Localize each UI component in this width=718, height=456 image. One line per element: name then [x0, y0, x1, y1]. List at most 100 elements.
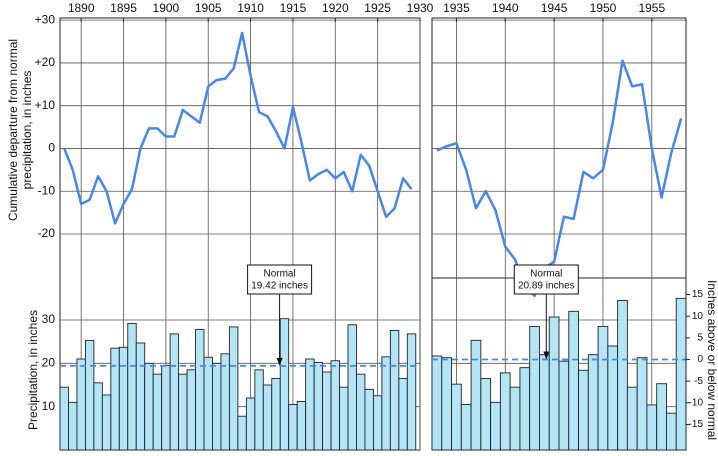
x-tick-label: 1950: [590, 1, 617, 15]
labels: 1890 1895 1900 1905 1910 1915 1920 1925 1930 +30 +…: [35, 1, 704, 430]
y-tick-label: +10: [35, 98, 56, 112]
y-tick-label: 20: [42, 356, 56, 370]
bar: [578, 369, 589, 451]
bar: [568, 310, 579, 451]
y-tick-label: -20: [38, 226, 56, 240]
bar: [646, 404, 658, 451]
y2-tick-label: 0: [697, 354, 703, 365]
y-axis-label: Cumulative departure from normal: [6, 39, 20, 221]
y-tick-label: +20: [35, 55, 56, 69]
x-tick-label: 1955: [638, 1, 665, 15]
bar: [169, 333, 180, 451]
y2-tick-label: -15: [689, 419, 704, 430]
bar: [539, 354, 550, 451]
x-tick-label: 1935: [443, 1, 470, 15]
y-tick-label: -10: [38, 183, 56, 197]
bar: [245, 397, 256, 451]
bar: [480, 378, 492, 451]
bar: [262, 384, 273, 451]
y-tick-label: 30: [42, 312, 56, 326]
bar: [68, 401, 78, 451]
bar: [322, 371, 332, 451]
bar: [509, 386, 521, 451]
bar: [666, 412, 677, 451]
bar: [470, 339, 482, 451]
arrow-head: [276, 357, 283, 366]
bar: [626, 386, 638, 451]
x-tick-label: 1900: [153, 1, 180, 15]
bar: [607, 345, 619, 451]
bar: [288, 404, 298, 451]
y-axis-label: precipitation, in inches: [20, 71, 34, 190]
bar: [617, 300, 628, 451]
annotation-box: [247, 264, 313, 295]
x-tick-label: 1920: [322, 1, 349, 15]
bar: [305, 358, 315, 451]
bar: [195, 329, 205, 451]
x-tick-label: 1925: [364, 1, 391, 15]
y2-tick-label: -5: [694, 376, 703, 387]
bar: [76, 358, 86, 451]
bar: [330, 360, 340, 451]
x-tick-label: 1910: [237, 1, 264, 15]
bar: [381, 356, 391, 451]
bar: [389, 329, 400, 451]
bar: [364, 388, 374, 451]
x-tick-label: 1930: [407, 1, 434, 15]
bar: [203, 356, 213, 451]
annotation-text: Normal: [263, 269, 295, 280]
bar: [587, 354, 599, 451]
bar: [499, 372, 511, 451]
line: [436, 59, 683, 298]
bar: [279, 318, 290, 451]
line: [63, 31, 413, 225]
bar: [228, 326, 239, 451]
bar: [93, 382, 103, 451]
bar: [460, 404, 472, 451]
bar: [101, 394, 112, 451]
bar: [220, 353, 230, 451]
bar: [237, 415, 247, 451]
bar: [271, 378, 281, 451]
bar: [110, 347, 120, 451]
annotation-text: Normal: [530, 269, 562, 280]
bar: [529, 326, 540, 451]
bar: [675, 297, 687, 451]
y-axis-label: Precipitation, in inches: [26, 310, 40, 430]
bar: [296, 401, 307, 451]
bar: [406, 333, 417, 451]
x-tick-label: 1905: [195, 1, 222, 15]
annotation-box: [513, 264, 579, 295]
bar: [441, 357, 452, 451]
y-tick-label: 0: [48, 141, 55, 155]
x-tick-label: 1915: [280, 1, 307, 15]
bar: [59, 386, 69, 451]
bar: [118, 346, 129, 451]
bar: [636, 357, 648, 451]
y2-tick-label: -10: [689, 397, 704, 408]
bar: [398, 378, 408, 451]
bar: [161, 365, 171, 451]
x-tick-label: 1890: [68, 1, 95, 15]
bar: [144, 362, 154, 451]
y2-tick-label: 5: [697, 332, 703, 343]
bar: [152, 373, 163, 451]
bar: [451, 383, 462, 451]
bar: [186, 369, 196, 451]
bar: [519, 367, 531, 451]
x-tick-label: 1940: [492, 1, 519, 15]
x-tick-label: 1945: [541, 1, 568, 15]
y2-axis-label: Inches above or below normal: [705, 280, 718, 440]
bar: [490, 401, 501, 451]
bar: [431, 355, 443, 451]
bar: [178, 373, 188, 451]
bar: [558, 360, 570, 451]
y-tick-label: 10: [42, 399, 56, 413]
bar: [597, 326, 609, 451]
bar: [84, 339, 95, 451]
arrow-head: [543, 351, 550, 360]
bar: [347, 324, 357, 451]
marks: [59, 31, 687, 451]
